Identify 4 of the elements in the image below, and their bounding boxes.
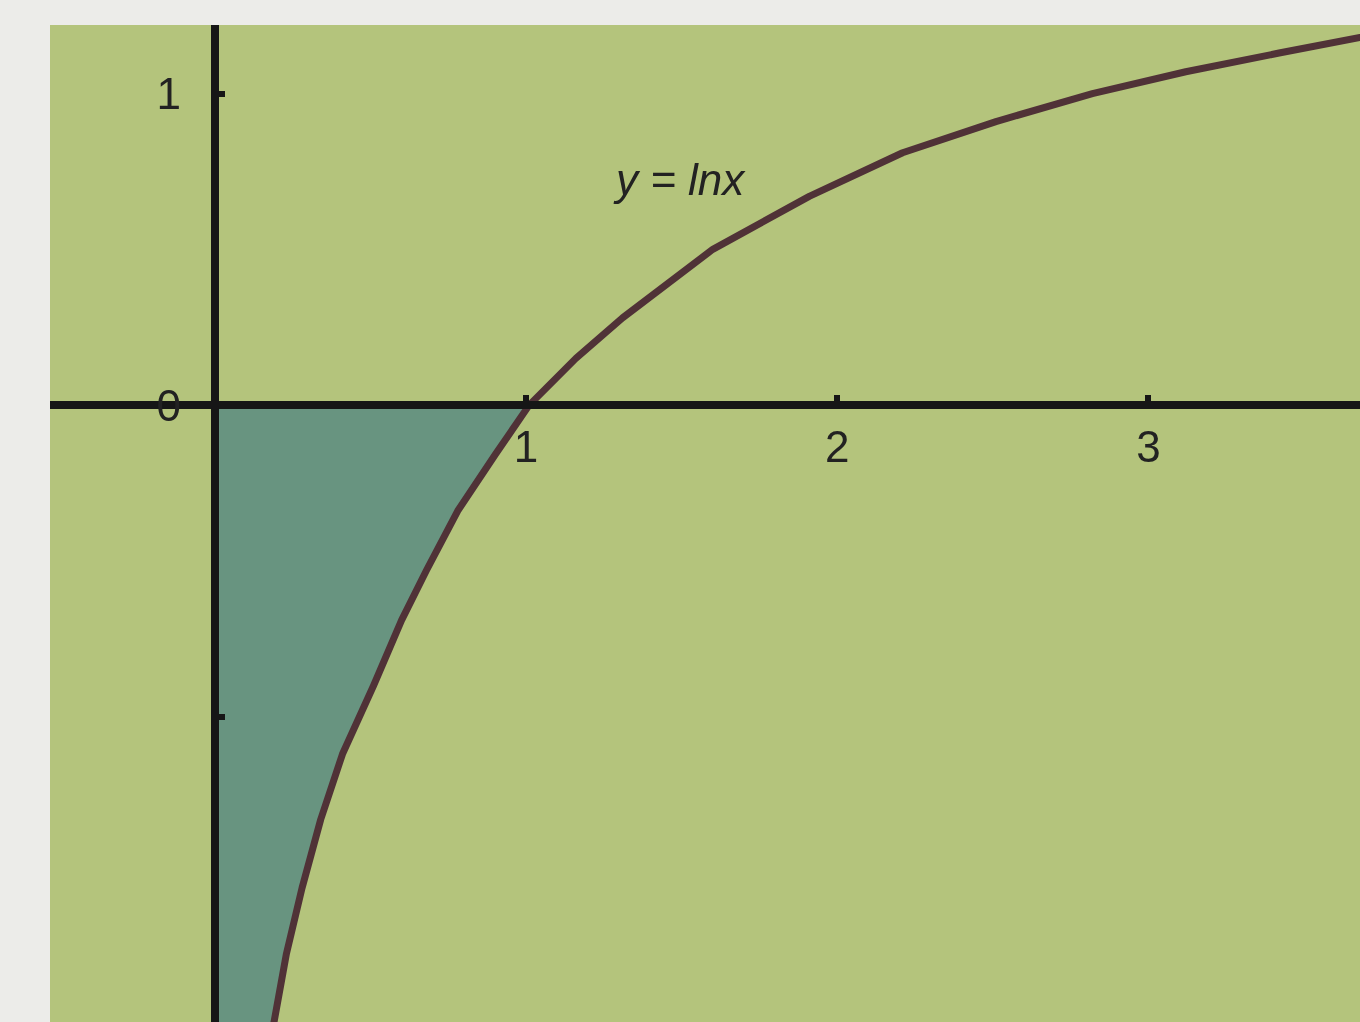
series-label: y = lnx xyxy=(612,155,747,205)
x-tick-label: 3 xyxy=(1136,422,1161,472)
x-tick-label: 2 xyxy=(825,422,850,472)
x-tick-label: 1 xyxy=(513,422,539,472)
